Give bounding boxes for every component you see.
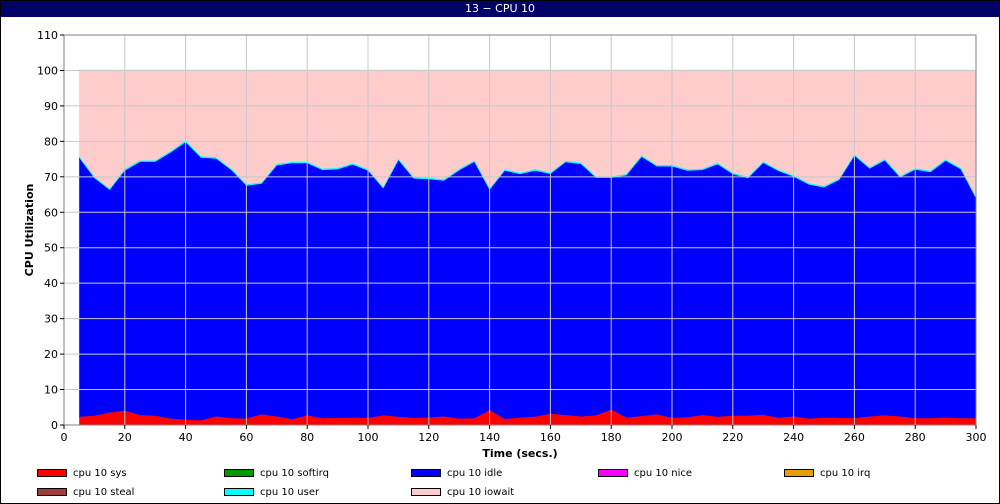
legend-label: cpu 10 user <box>260 486 320 498</box>
y-tick-label: 0 <box>51 419 58 432</box>
x-tick-label: 200 <box>662 431 683 444</box>
legend-label: cpu 10 irq <box>820 467 871 479</box>
y-tick-label: 20 <box>44 348 58 361</box>
y-tick-label: 70 <box>44 171 58 184</box>
legend-swatch <box>37 469 67 477</box>
legend-item: cpu 10 user <box>224 485 319 499</box>
legend-label: cpu 10 iowait <box>447 486 515 498</box>
legend-label: cpu 10 steal <box>73 486 135 498</box>
area-series-7 <box>79 70 976 197</box>
legend-swatch <box>37 488 67 496</box>
legend-swatch <box>784 469 814 477</box>
y-tick-label: 30 <box>44 313 58 326</box>
y-tick-label: 80 <box>44 135 58 148</box>
x-tick-label: 260 <box>844 431 865 444</box>
legend-swatch <box>411 469 441 477</box>
y-tick-label: 60 <box>44 206 58 219</box>
plot-border <box>63 34 977 426</box>
x-tick-label: 0 <box>61 431 68 444</box>
legend-item: cpu 10 sys <box>37 466 127 480</box>
x-tick-label: 60 <box>239 431 253 444</box>
x-tick-label: 140 <box>479 431 500 444</box>
area-series-2 <box>79 142 976 421</box>
x-tick-label: 100 <box>358 431 379 444</box>
legend-swatch <box>224 469 254 477</box>
legend-item: cpu 10 iowait <box>411 485 514 499</box>
y-tick-label: 50 <box>44 242 58 255</box>
legend-swatch <box>598 469 628 477</box>
y-axis-title: CPU Utilization <box>23 184 36 277</box>
x-tick-label: 220 <box>722 431 743 444</box>
x-tick-label: 20 <box>118 431 132 444</box>
x-tick-label: 120 <box>418 431 439 444</box>
legend-swatch <box>411 488 441 496</box>
y-tick-label: 100 <box>37 64 58 77</box>
x-axis-title: Time (secs.) <box>482 447 557 460</box>
legend-item: cpu 10 nice <box>598 466 692 480</box>
x-tick-label: 180 <box>601 431 622 444</box>
legend-item: cpu 10 idle <box>411 466 502 480</box>
x-tick-label: 80 <box>300 431 314 444</box>
legend-item: cpu 10 softirq <box>224 466 329 480</box>
y-tick-label: 40 <box>44 277 58 290</box>
x-tick-label: 40 <box>179 431 193 444</box>
legend-item: cpu 10 irq <box>784 466 870 480</box>
legend-label: cpu 10 idle <box>447 467 503 479</box>
x-tick-label: 280 <box>905 431 926 444</box>
x-tick-label: 240 <box>783 431 804 444</box>
x-tick-label: 300 <box>966 431 987 444</box>
y-tick-label: 10 <box>44 384 58 397</box>
legend-item: cpu 10 steal <box>37 485 134 499</box>
legend: cpu 10 sys cpu 10 softirq cpu 10 idle cpu 1… <box>0 462 1000 502</box>
legend-label: cpu 10 sys <box>73 467 127 479</box>
legend-swatch <box>224 488 254 496</box>
window-title: 13 − CPU 10 <box>1 1 999 17</box>
x-tick-label: 160 <box>540 431 561 444</box>
legend-label: cpu 10 softirq <box>260 467 329 479</box>
legend-label: cpu 10 nice <box>634 467 693 479</box>
y-tick-label: 110 <box>37 29 58 42</box>
y-tick-label: 90 <box>44 100 58 113</box>
